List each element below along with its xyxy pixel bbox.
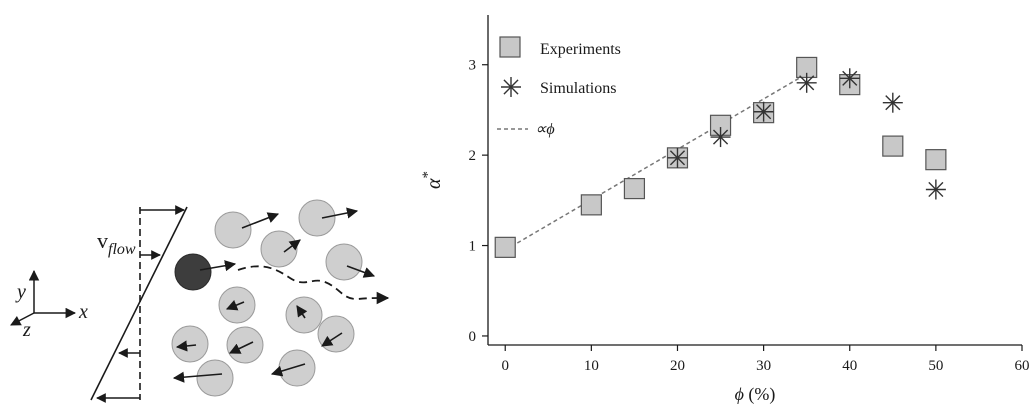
experiment-point xyxy=(882,135,904,157)
particle-velocity-arrow xyxy=(241,212,280,229)
simulations-layer xyxy=(667,68,946,200)
simulation-point xyxy=(667,147,688,168)
simulation-point xyxy=(753,101,774,122)
legend-square-marker xyxy=(499,36,521,58)
simulation-point xyxy=(925,179,946,200)
x-axis-title: ϕ (%) xyxy=(735,384,776,405)
particle-velocity-arrow xyxy=(283,239,301,253)
particle xyxy=(214,211,252,249)
particle-velocity-arrow xyxy=(296,305,308,319)
particles xyxy=(171,199,363,397)
particle-velocity-arrow xyxy=(321,207,359,219)
x-tick-label: 60 xyxy=(1015,358,1030,374)
tracer-velocity-arrow xyxy=(199,260,237,272)
experiment-point xyxy=(580,194,602,216)
simulation-point xyxy=(882,92,903,113)
velocity-profile-line xyxy=(90,206,188,401)
legend-label-simulations: Simulations xyxy=(540,80,616,97)
particle-velocity-arrow xyxy=(225,299,245,311)
y-tick-label: 1 xyxy=(469,239,477,255)
particle xyxy=(285,296,323,334)
experiment-point xyxy=(623,177,646,200)
experiment-point xyxy=(494,236,516,258)
y-axis-label: y xyxy=(15,281,26,303)
particle xyxy=(317,315,355,353)
x-tick-label: 10 xyxy=(584,358,599,374)
z-axis-arrow xyxy=(10,312,35,326)
simulation-point xyxy=(710,127,731,148)
x-axis-label: x xyxy=(78,301,88,323)
legend-asterisk-glyph xyxy=(501,77,521,97)
particle xyxy=(298,199,336,237)
particle xyxy=(196,359,234,397)
y-axis-title: α* xyxy=(420,171,445,189)
x-tick-label: 50 xyxy=(928,358,943,374)
legend-item-simulations: Simulations xyxy=(501,77,616,97)
x-ticks: 0 10 20 30 40 50 60 xyxy=(501,345,1030,374)
particle-velocity-arrow xyxy=(175,340,197,352)
experiment-point xyxy=(925,149,947,171)
legend-item-fit: ∝ϕ xyxy=(497,121,555,138)
particle xyxy=(260,230,298,268)
legend-label-experiments: Experiments xyxy=(540,41,621,58)
y-tick-label: 0 xyxy=(469,329,477,345)
legend-asterisk-marker xyxy=(501,77,521,97)
y-ticks: 0 1 2 3 xyxy=(469,58,488,345)
chart: 0 1 2 3 0 10 20 30 40 50 60 α* ϕ (%) Experiments … xyxy=(420,15,1030,405)
tracer-trajectory xyxy=(237,265,390,305)
shear-flow-schematic: y x z vflow xyxy=(10,199,390,403)
velocity-label-subscript: flow xyxy=(108,241,136,258)
x-axis: 0 10 20 30 40 50 60 xyxy=(488,344,1030,374)
legend-item-experiments: Experiments xyxy=(499,36,621,58)
particle xyxy=(171,325,209,363)
y-axis-title-superscript: * xyxy=(420,171,436,179)
proportional-fit-line xyxy=(504,73,808,251)
velocity-label: vflow xyxy=(97,228,136,258)
simulation-point xyxy=(796,72,817,93)
velocity-profile: vflow xyxy=(90,205,188,403)
tracer-particle xyxy=(174,253,212,291)
particle xyxy=(278,349,316,387)
x-tick-label: 30 xyxy=(756,358,771,374)
particle-velocity-arrow xyxy=(321,332,343,347)
x-tick-label: 20 xyxy=(670,358,685,374)
x-tick-label: 0 xyxy=(501,358,509,374)
particle-velocity-arrow xyxy=(228,341,254,354)
simulation-point xyxy=(839,68,860,89)
legend: Experiments Simulations ∝ϕ xyxy=(497,36,621,138)
legend-label-fit: ∝ϕ xyxy=(535,121,555,138)
particle xyxy=(325,243,363,281)
coordinate-axes: y x z xyxy=(10,269,88,341)
y-tick-label: 2 xyxy=(469,148,477,164)
particle-velocity-arrow xyxy=(270,363,306,377)
y-axis: 0 1 2 3 xyxy=(469,15,489,345)
z-axis-label: z xyxy=(22,319,31,341)
x-tick-label: 40 xyxy=(842,358,857,374)
fit-line-layer xyxy=(504,73,808,251)
particle-velocity-arrow xyxy=(346,265,376,278)
particle-velocity-arrow xyxy=(172,371,223,383)
y-tick-label: 3 xyxy=(469,58,477,74)
particle-velocity-arrows xyxy=(172,207,376,383)
